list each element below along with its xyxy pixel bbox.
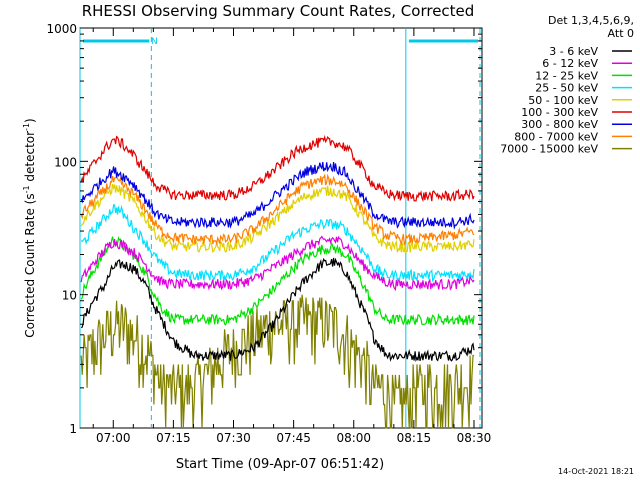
series-line-4 (80, 204, 475, 283)
series-line-7 (80, 161, 475, 230)
legend-label: 6 - 12 keV (542, 57, 598, 70)
legend-label: 100 - 300 keV (521, 106, 598, 119)
chart-title: RHESSI Observing Summary Count Rates, Co… (82, 2, 475, 20)
legend-label: 300 - 800 keV (521, 118, 598, 131)
legend-header-line2: Att 0 (608, 27, 634, 40)
series-line-2 (80, 235, 475, 291)
series-line-3 (80, 236, 475, 326)
series-line-9 (80, 294, 474, 429)
series-line-8 (80, 173, 475, 247)
night-intervals (79, 28, 481, 428)
x-axis-label: Start Time (09-Apr-07 06:51:42) (176, 457, 384, 472)
y-axis-label: Corrected Count Rate (s-1 detector-1) (22, 118, 37, 337)
y-tick-label: 100 (54, 155, 77, 169)
x-tick-label: 08:30 (457, 431, 492, 445)
x-tick-label: 07:45 (276, 431, 311, 445)
series-line-6 (80, 134, 475, 203)
legend-label: 800 - 7000 keV (514, 130, 598, 143)
legend-label: 12 - 25 keV (535, 69, 598, 82)
legend-header-line1: Det 1,3,4,5,6,9, (548, 14, 634, 27)
x-tick-label: 07:30 (216, 431, 251, 445)
series-line-1 (80, 257, 475, 363)
x-tick-label: 07:00 (96, 431, 131, 445)
legend-label: 50 - 100 keV (528, 94, 598, 107)
series-line-5 (80, 183, 475, 254)
timestamp: 14-Oct-2021 18:21 (558, 467, 634, 476)
legend-label: 7000 - 15000 keV (500, 143, 598, 156)
series-lines (80, 134, 475, 429)
x-tick-label: 08:00 (336, 431, 371, 445)
legend-label: 3 - 6 keV (549, 45, 598, 58)
x-tick-label: 07:15 (156, 431, 191, 445)
y-tick-label: 1000 (46, 22, 77, 36)
y-tick-label: 1 (69, 422, 77, 436)
y-tick-label: 10 (62, 289, 77, 303)
annotation-n: N (151, 37, 158, 47)
axes: 07:00 07:15 07:30 07:45 08:00 08:15 08:30 1 10 10… (46, 22, 491, 445)
legend-label: 25 - 50 keV (535, 82, 598, 95)
x-tick-label: 08:15 (397, 431, 432, 445)
